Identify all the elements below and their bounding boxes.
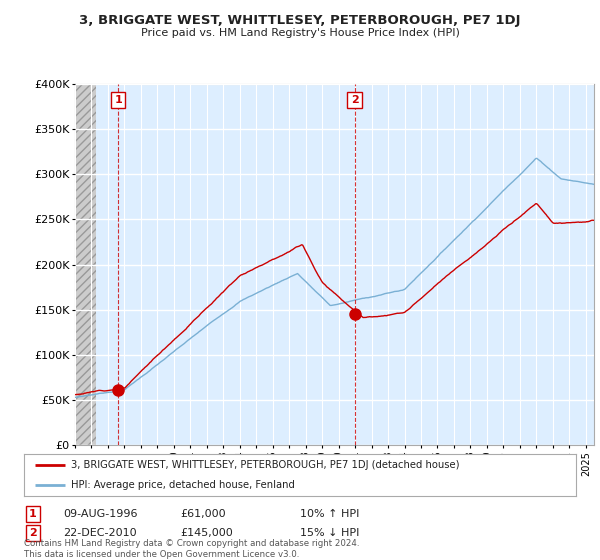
- Text: £145,000: £145,000: [180, 528, 233, 538]
- Text: Price paid vs. HM Land Registry's House Price Index (HPI): Price paid vs. HM Land Registry's House …: [140, 28, 460, 38]
- Text: 1: 1: [114, 95, 122, 105]
- Text: 3, BRIGGATE WEST, WHITTLESEY, PETERBOROUGH, PE7 1DJ: 3, BRIGGATE WEST, WHITTLESEY, PETERBOROU…: [79, 14, 521, 27]
- Text: 1: 1: [29, 509, 37, 519]
- Text: £61,000: £61,000: [180, 509, 226, 519]
- Text: 2: 2: [29, 528, 37, 538]
- Text: 2: 2: [351, 95, 358, 105]
- Text: 3, BRIGGATE WEST, WHITTLESEY, PETERBOROUGH, PE7 1DJ (detached house): 3, BRIGGATE WEST, WHITTLESEY, PETERBOROU…: [71, 460, 460, 470]
- Bar: [75, 66, 97, 445]
- Text: 22-DEC-2010: 22-DEC-2010: [63, 528, 137, 538]
- Text: 10% ↑ HPI: 10% ↑ HPI: [300, 509, 359, 519]
- Text: Contains HM Land Registry data © Crown copyright and database right 2024.
This d: Contains HM Land Registry data © Crown c…: [24, 539, 359, 559]
- Text: 09-AUG-1996: 09-AUG-1996: [63, 509, 137, 519]
- Text: HPI: Average price, detached house, Fenland: HPI: Average price, detached house, Fenl…: [71, 480, 295, 490]
- Text: 15% ↓ HPI: 15% ↓ HPI: [300, 528, 359, 538]
